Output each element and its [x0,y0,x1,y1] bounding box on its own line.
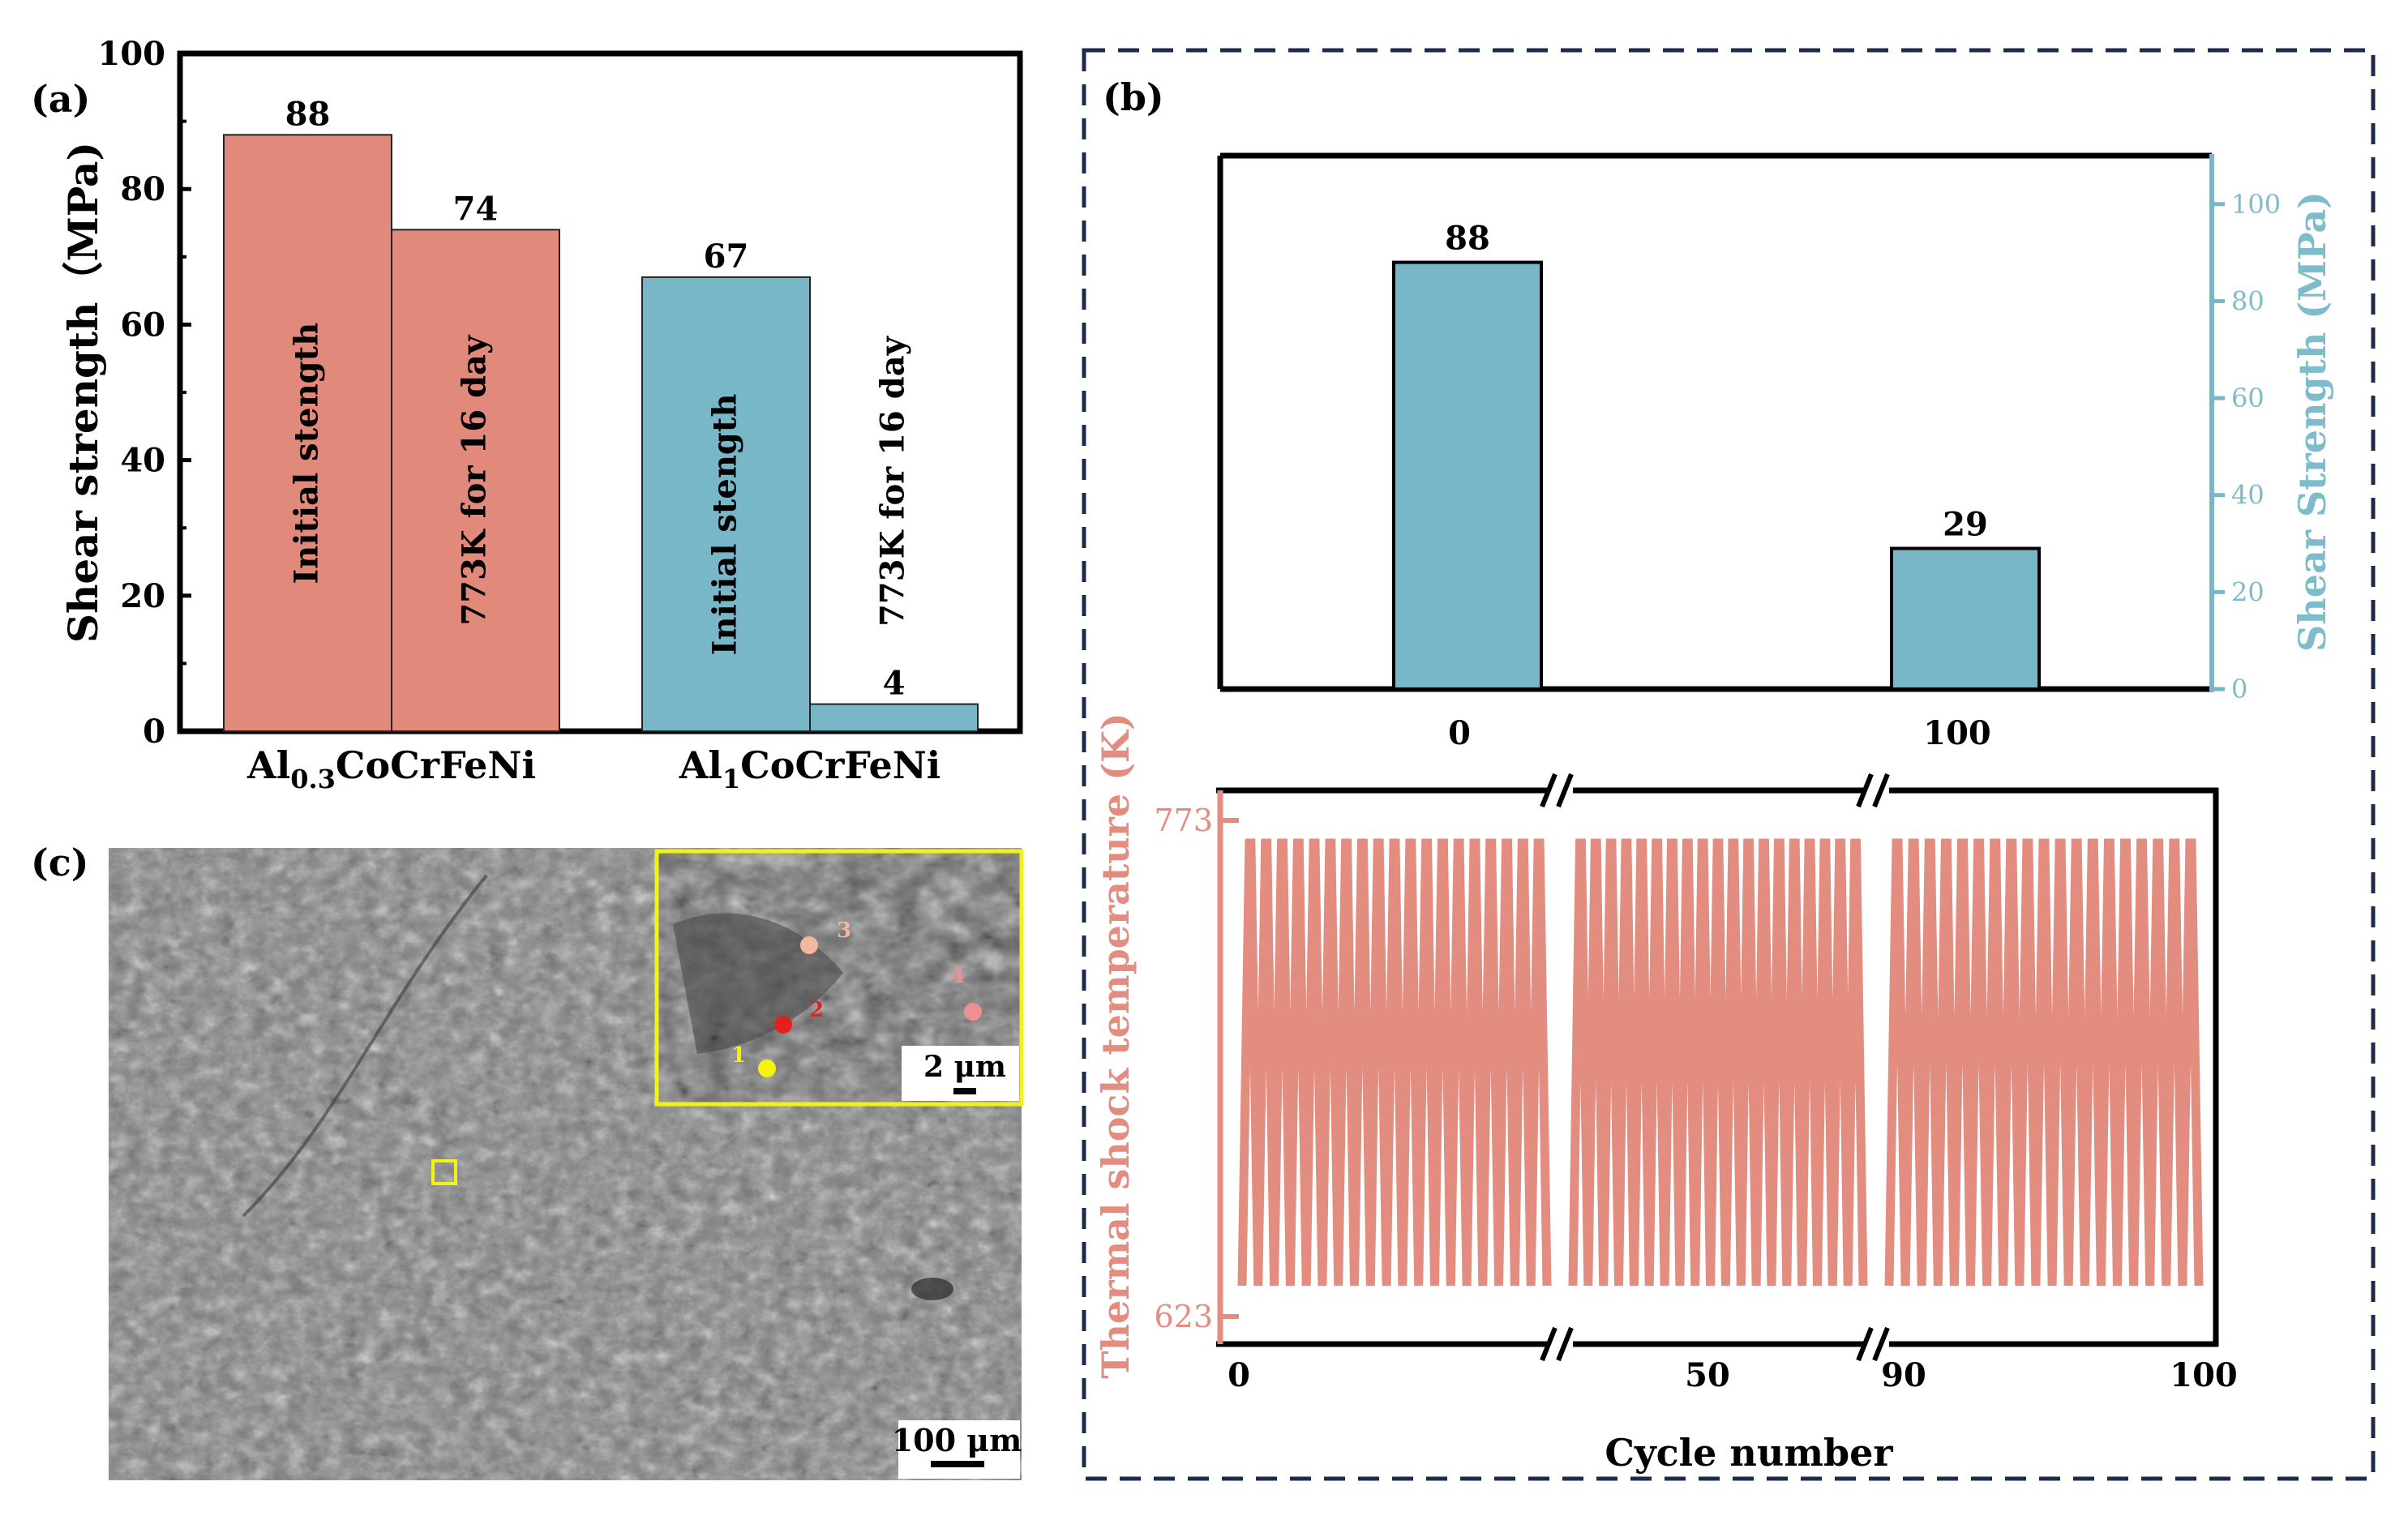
b-y-tick-label: 100 [2231,189,2281,220]
b-y-tick-label: 60 [2231,383,2264,413]
b-x-tick-label: 100 [1923,714,1991,752]
b-x-tick-label: 0 [1448,714,1471,752]
t-x-tick-label: 0 [1228,1356,1250,1394]
inset-dark-region [673,913,843,1054]
sem-crack [242,874,488,1218]
b-y-tick-label: 40 [2231,480,2264,511]
panel-a-y-axis: 0 20 40 60 80 100 [98,35,191,751]
a-bar-value-label: 67 [704,238,749,276]
panel-b-bars: 88 29 [1392,220,2041,691]
a-bar-annotation: Initial stength [706,394,744,656]
a-y-tick-label: 0 [143,713,165,751]
a-y-tick-label: 80 [120,170,165,208]
inset-point-marker [758,1060,776,1077]
sem-scale-bar [931,1461,984,1467]
inset-point-marker [964,1003,982,1021]
a-bar [809,703,979,732]
t-x-tick-label: 100 [2170,1356,2238,1394]
panel-c-sem-image: (c) 100 μm 2 μm 1 2 3 4 [31,841,1024,1480]
t-series-segment [1884,838,2204,1287]
panel-a-bars: 88 Initial stength 74 773K for 16 day 67 Init… [223,95,979,732]
inset-point-label: 4 [950,964,965,988]
axis-break-bottom-2 [1856,1326,1890,1362]
sem-inset: 2 μm 1 2 3 4 [654,849,1024,1107]
a-x-tick-label: Al1CoCrFeNi [679,743,941,794]
temp-x-axis-label: Cycle number [1605,1431,1893,1475]
a-y-tick-label: 60 [120,306,165,344]
inset-point-marker [774,1016,792,1034]
t-y-tick-label: 773 [1154,803,1213,838]
a-bar-value-label: 88 [285,95,331,133]
sem-scale-bar-background [898,1420,1020,1479]
temp-y-axis-ticks: 623 773 [1154,803,1239,1334]
b-bar [1890,546,2041,691]
a-x-tick-label: Al0.3CoCrFeNi [246,743,536,794]
t-series-segment [1568,838,1868,1287]
a-y-tick-label: 40 [120,442,165,480]
inset-scale-bar [953,1088,976,1094]
temp-y-axis-label: Thermal shock temperature (K) [1094,713,1138,1378]
panel-b-x-axis: 0 100 [1448,714,1991,752]
panel-a-label: (a) [31,77,90,121]
b-bar-value-label: 88 [1445,220,1490,258]
panel-c-label: (c) [31,841,89,884]
t-x-tick-label: 90 [1881,1356,1926,1394]
b-y-tick-label: 80 [2231,285,2264,316]
b-y-tick-label: 20 [2231,576,2264,607]
a-bar-annotation: 773K for 16 day [456,334,494,626]
a-bar-value-label: 4 [883,665,906,703]
panel-b-bar-chart: 0 20 40 60 80 100 88 29 0 100 Shear Strength (M… [1217,152,2334,752]
a-y-tick-label: 100 [98,35,166,73]
panel-b-temperature-chart: 623 773 0 50 90 100 Thermal shock temperatur… [1094,713,2238,1475]
a-bar [391,229,560,732]
a-bar-annotation: Initial stength [288,323,326,584]
panel-b-temperature-frame [1216,773,2219,1362]
axis-break-top-2 [1856,773,1890,808]
a-bar-annotation: 773K for 16 day [874,335,912,627]
panel-b-label: (b) [1103,75,1164,119]
t-y-tick-label: 623 [1154,1299,1213,1334]
b-bar-value-label: 29 [1943,506,1988,544]
b-bar [1392,260,1543,691]
axis-break-bottom-1 [1540,1326,1574,1362]
sem-scale-bar-label: 100 μm [892,1422,1022,1458]
a-bar-value-label: 74 [453,190,499,228]
a-y-tick-label: 20 [120,577,165,615]
inset-border [654,849,1024,1107]
sem-pore [911,1278,953,1300]
inset-point-label: 2 [809,998,824,1022]
a-bar [641,276,811,732]
inset-point-label: 1 [731,1043,746,1068]
inset-measurement-points: 1 2 3 4 [731,918,982,1077]
panel-b: (b) 0 20 40 60 80 100 88 29 0 100 Shear Strengt… [1082,48,2376,1481]
panel-a-y-axis-label: Shear strength（MPa) [59,142,107,643]
inset-point-label: 3 [837,918,851,943]
sem-selection-box [431,1159,457,1185]
panel-b-y-axis-label: Shear Strength (MPa) [2290,191,2334,652]
inset-scale-bar-label: 2 μm [923,1050,1006,1084]
panel-a-bar-chart: (a) 0 20 40 60 80 100 Shear strength（MPa) 88 I… [31,35,1023,794]
panel-b-right-axis-ticks: 0 20 40 60 80 100 [2212,189,2281,704]
a-bar [223,134,392,732]
b-y-tick-label: 0 [2231,674,2247,704]
axis-break-top-1 [1540,773,1574,808]
panel-a-x-axis: Al0.3CoCrFeNi Al1CoCrFeNi [246,743,940,794]
t-x-tick-label: 50 [1685,1356,1730,1394]
temp-series [1237,838,2204,1287]
t-series-segment [1237,838,1552,1287]
inset-point-marker [800,936,818,954]
temp-x-axis-ticks: 0 50 90 100 [1228,1356,2238,1394]
